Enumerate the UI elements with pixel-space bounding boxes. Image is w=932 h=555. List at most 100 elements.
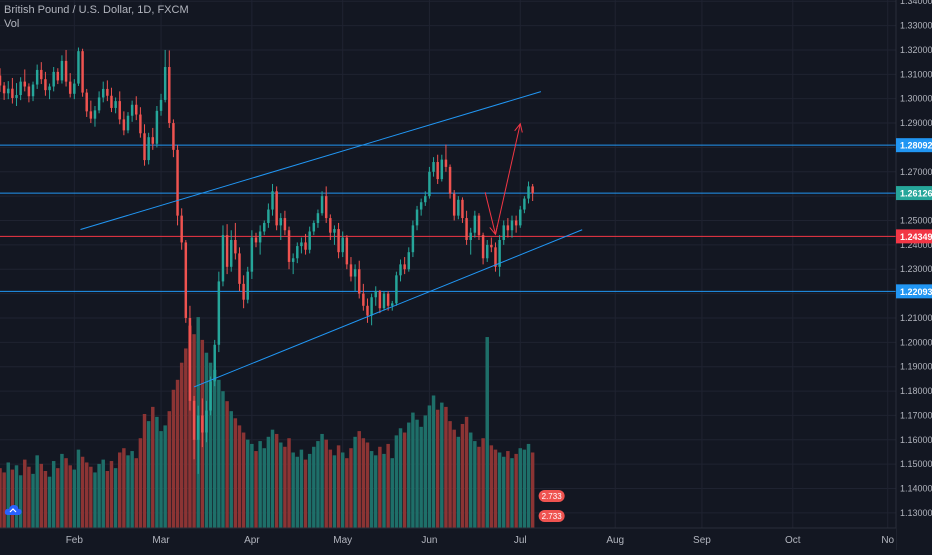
volume-bar: [473, 441, 477, 528]
candle-body: [461, 199, 464, 219]
volume-bar: [221, 391, 225, 528]
candle-body: [432, 162, 435, 172]
candle-body: [452, 193, 456, 216]
candle-body: [176, 149, 179, 216]
candle-body: [312, 222, 316, 232]
volume-bar: [101, 459, 105, 528]
volume-bar: [518, 448, 522, 528]
volume-bar: [35, 455, 39, 528]
volume-bar: [316, 441, 320, 528]
price-level-label: 1.26126: [900, 189, 932, 199]
volume-bar: [497, 452, 502, 528]
volume-bar: [398, 428, 403, 528]
candle-body: [395, 275, 398, 304]
volume-bar: [23, 459, 27, 528]
volume-bar: [130, 451, 134, 528]
candle-body: [246, 271, 249, 300]
volume-bar: [460, 423, 465, 528]
volume-bar: [175, 379, 180, 528]
volume-bar: [113, 468, 118, 528]
volume-bar: [262, 448, 266, 528]
volume-bar: [241, 432, 246, 528]
candle-body: [40, 69, 43, 80]
candle-body: [130, 104, 134, 116]
volume-bar: [444, 406, 448, 528]
candle-body: [523, 198, 526, 210]
price-tick-label: 1.31000: [900, 69, 932, 79]
candle-body: [234, 240, 237, 254]
time-tick-label: No: [881, 535, 894, 546]
volume-bar: [84, 462, 89, 528]
price-axis-background: [896, 0, 932, 550]
candle-body: [469, 232, 472, 240]
price-tick-label: 1.23000: [900, 264, 932, 274]
volume-bar: [76, 449, 81, 528]
candle-body: [258, 231, 262, 243]
candle-body: [399, 264, 402, 276]
volume-bar: [258, 441, 262, 528]
candle-body: [386, 293, 390, 306]
tradingview-cloud-icon[interactable]: [4, 503, 22, 517]
volume-bar: [10, 469, 15, 528]
candle-body: [143, 133, 146, 161]
time-tick-label: Mar: [152, 535, 170, 546]
candle-body: [477, 215, 481, 236]
candle-body: [151, 137, 155, 144]
volume-bar: [481, 438, 485, 528]
price-level-label: 1.24349: [900, 232, 932, 242]
candle-body: [283, 218, 287, 231]
price-tick-label: 1.34000: [900, 0, 932, 6]
candle-body: [11, 88, 14, 98]
volume-bar: [246, 439, 250, 528]
candle-body: [324, 196, 328, 219]
volume-bar: [43, 471, 48, 528]
volume-bar: [266, 436, 271, 528]
candle-body: [64, 60, 68, 82]
volume-bar: [506, 451, 510, 528]
candle-body: [184, 242, 188, 318]
candle-body: [353, 269, 357, 277]
volume-bar: [126, 455, 130, 528]
candle-body: [506, 225, 510, 231]
volume-bar: [212, 369, 217, 528]
volume-bar: [510, 458, 514, 528]
candle-body: [106, 88, 109, 96]
volume-bar: [250, 443, 254, 528]
volume-bar: [295, 456, 300, 528]
candle-body: [473, 215, 477, 233]
price-tick-label: 1.14000: [900, 484, 932, 494]
volume-bar: [18, 475, 23, 528]
volume-bar: [279, 442, 283, 528]
candle-body: [139, 114, 142, 134]
price-tick-label: 1.27000: [900, 167, 932, 177]
volume-bar: [237, 425, 242, 528]
candle-body: [366, 305, 369, 316]
volume-bar: [72, 469, 77, 528]
candle-body: [242, 283, 245, 300]
candle-body: [465, 218, 468, 240]
candle-body: [23, 81, 27, 87]
volume-bar: [229, 411, 233, 528]
price-tick-label: 1.17000: [900, 410, 932, 420]
volume-bar: [274, 433, 279, 528]
candle-body: [329, 218, 332, 233]
candle-body: [514, 220, 518, 226]
candle-body: [0, 75, 2, 86]
price-tick-label: 1.24000: [900, 240, 932, 250]
volume-bar: [291, 452, 295, 528]
volume-bar: [27, 466, 31, 528]
volume-bar: [31, 473, 35, 528]
time-tick-label: Apr: [244, 535, 260, 546]
volume-bar: [464, 416, 469, 528]
volume-bar: [328, 449, 333, 528]
candle-body: [391, 303, 394, 306]
volume-bar: [407, 422, 411, 528]
channel-trendline: [193, 229, 583, 388]
volume-bar: [477, 446, 481, 528]
candle-body: [188, 317, 192, 401]
time-tick-label: Sep: [693, 535, 711, 546]
volume-bar: [51, 461, 56, 528]
volume-bar: [159, 431, 163, 528]
